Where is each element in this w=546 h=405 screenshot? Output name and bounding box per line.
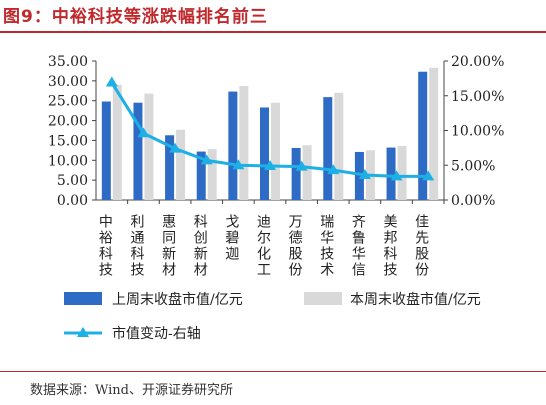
bar-last-week xyxy=(291,147,301,200)
bar-this-week xyxy=(429,67,439,200)
bar-this-week xyxy=(176,129,186,200)
bar-last-week xyxy=(133,102,143,200)
y-right-tick-label: 20.00% xyxy=(451,54,504,70)
line-marker-triangle xyxy=(105,76,118,87)
x-tick-label: 惠同新材 xyxy=(160,214,176,278)
y-right-tick-label: 0.00% xyxy=(451,193,495,209)
source-rule xyxy=(0,371,546,372)
line-marker-triangle xyxy=(295,160,308,171)
line-marker-triangle xyxy=(200,154,213,165)
legend-label-last-week: 上周末收盘市值/亿元 xyxy=(112,291,243,308)
bar-last-week xyxy=(323,97,333,200)
bar-last-week xyxy=(354,151,364,200)
x-tick-label: 利通科技 xyxy=(128,214,144,278)
x-tick-label: 万德股份 xyxy=(287,214,303,278)
x-tick-label: 戈碧迦 xyxy=(223,214,239,262)
bar-this-week xyxy=(207,149,217,200)
bar-last-week xyxy=(101,101,111,200)
y-left-tick-label: 0.00 xyxy=(57,193,88,209)
bar-this-week xyxy=(112,84,122,200)
chart-bars xyxy=(101,67,445,204)
bar-this-week xyxy=(271,102,280,200)
line-marker-triangle xyxy=(137,127,150,138)
bar-this-week xyxy=(239,86,249,200)
y-left-tick-label: 5.00 xyxy=(57,173,88,189)
chart: 0.00 5.00 10.00 15.00 20.00 25.00 30.00 35.00 0.… xyxy=(48,54,504,342)
line-marker-triangle xyxy=(169,142,182,153)
title-rule xyxy=(0,31,546,33)
legend-swatch-this-week xyxy=(304,292,342,305)
bar-last-week xyxy=(386,147,396,200)
bar-last-week xyxy=(165,135,175,200)
line-marker-triangle xyxy=(358,168,371,179)
line-marker-triangle xyxy=(327,164,340,175)
y-right-tick-label: 10.00% xyxy=(451,124,504,140)
legend-label-line: 市值变动-右轴 xyxy=(112,325,201,342)
line-marker-triangle xyxy=(264,159,276,170)
bar-this-week xyxy=(302,145,312,200)
figure-title: 图9：中裕科技等涨跌幅排名前三 xyxy=(3,7,268,27)
x-tick-label: 瑞华技术 xyxy=(318,214,334,278)
y-left-tick-label: 35.00 xyxy=(48,54,88,70)
chart-axes: 0.00 5.00 10.00 15.00 20.00 25.00 30.00 35.00 0.… xyxy=(48,54,504,209)
source-note: 数据来源：Wind、开源证券研究所 xyxy=(30,383,233,398)
chart-line xyxy=(105,76,435,181)
bar-this-week xyxy=(334,92,344,200)
x-tick-label: 迪尔化工 xyxy=(255,214,271,278)
bar-last-week xyxy=(260,107,269,200)
y-left-tick-label: 30.00 xyxy=(48,74,88,90)
legend-label-this-week: 本周末收盘市值/亿元 xyxy=(350,291,481,308)
x-tick-label: 佳先股份 xyxy=(413,214,429,278)
y-right-tick-label: 5.00% xyxy=(451,158,495,174)
line-marker-triangle xyxy=(232,159,245,170)
x-tick-label: 齐鲁华信 xyxy=(350,214,366,278)
line-marker-triangle xyxy=(422,170,435,181)
bar-last-week xyxy=(196,151,206,200)
bar-last-week xyxy=(418,71,428,200)
x-tick-label: 中裕科技 xyxy=(97,214,113,278)
y-left-tick-label: 15.00 xyxy=(48,133,88,149)
legend-swatch-last-week xyxy=(64,292,102,305)
bar-this-week xyxy=(397,145,407,200)
x-tick-label: 美邦科技 xyxy=(382,214,398,278)
y-left-tick-label: 25.00 xyxy=(48,94,88,110)
legend-marker-triangle xyxy=(77,327,89,337)
y-left-tick-label: 20.00 xyxy=(48,114,88,130)
x-tick-labels: 中裕科技 利通科技 惠同新材 科创新材 戈碧迦 迪尔化工 万德股份 瑞华技术 齐鲁华信 美邦科技佳… xyxy=(97,214,429,278)
bar-this-week xyxy=(144,93,154,200)
bar-last-week xyxy=(228,91,238,200)
y-right-tick-label: 15.00% xyxy=(451,89,504,105)
y-left-tick-label: 10.00 xyxy=(48,153,88,169)
x-tick-label: 科创新材 xyxy=(192,214,208,278)
line-marker-triangle xyxy=(390,170,403,181)
